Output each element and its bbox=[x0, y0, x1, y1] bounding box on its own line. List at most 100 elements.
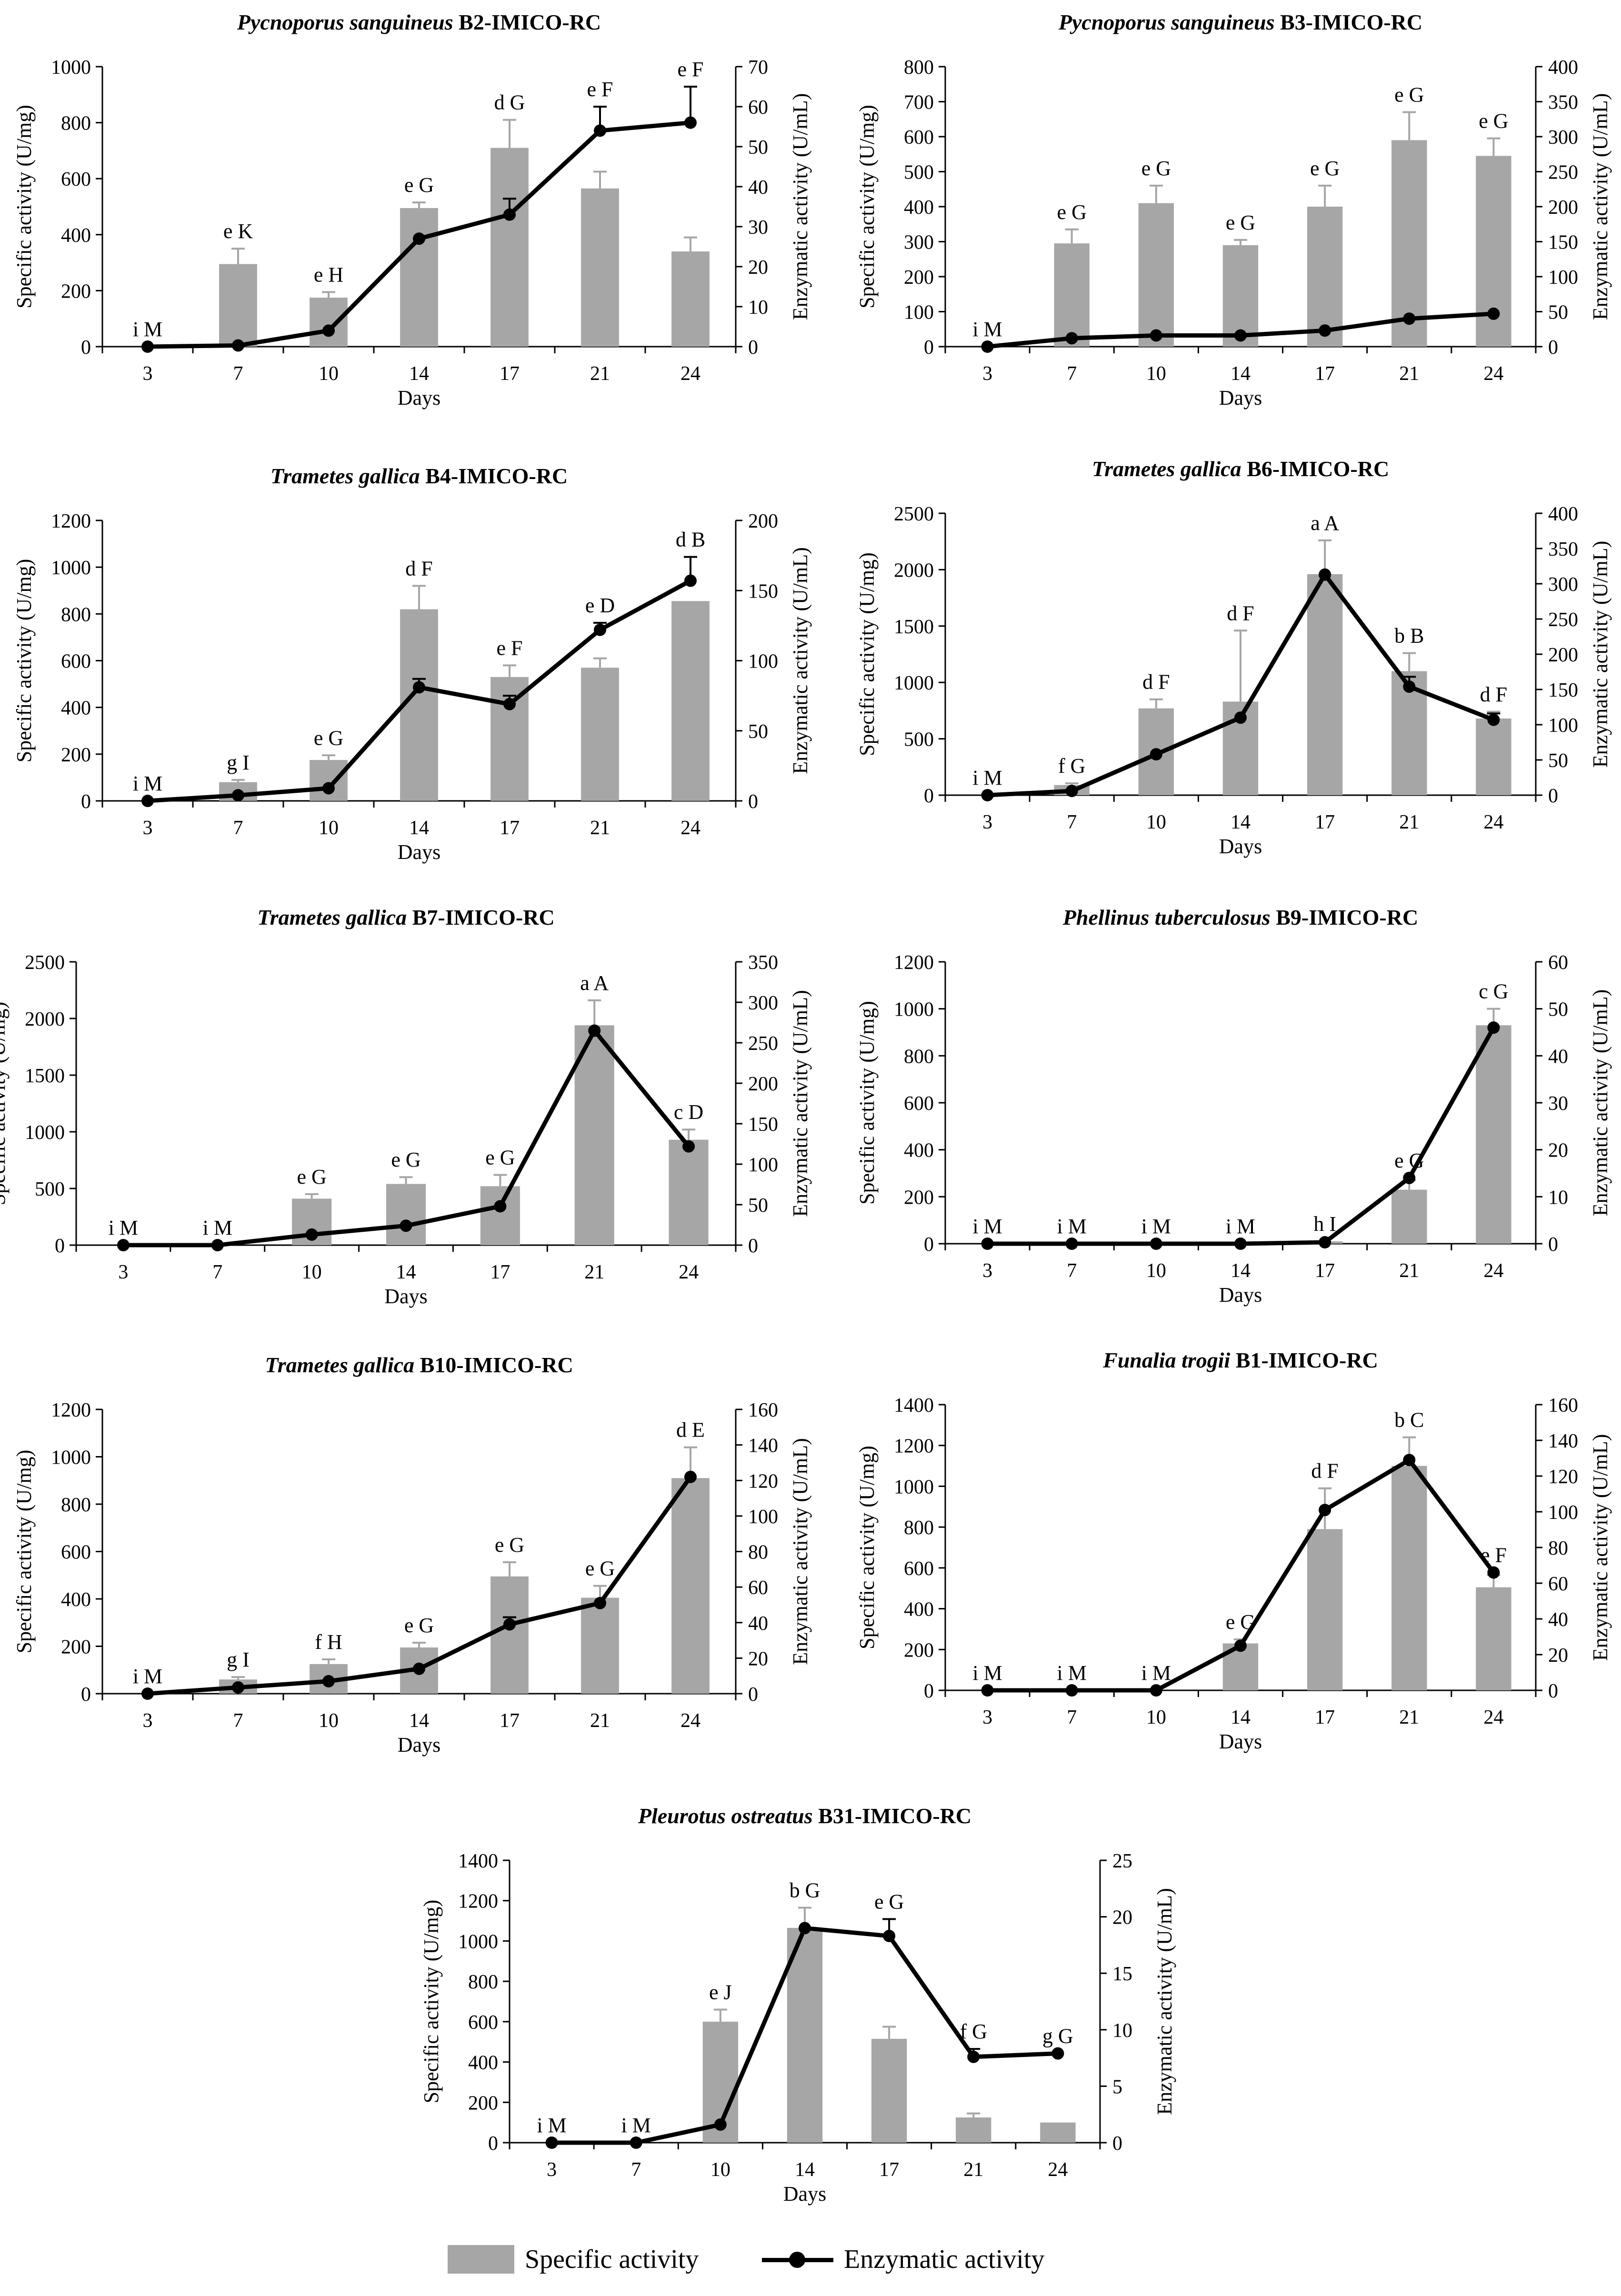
legend-swatch-bar bbox=[448, 2245, 514, 2274]
x-tick-label: 21 bbox=[1399, 1260, 1419, 1282]
bar bbox=[480, 1186, 520, 1245]
y-tick-label-right: 40 bbox=[1548, 1046, 1568, 1068]
bar bbox=[1307, 207, 1343, 347]
enzymatic-point bbox=[1065, 785, 1078, 798]
enzymatic-point bbox=[1051, 2047, 1064, 2060]
y-tick-label-left: 1000 bbox=[894, 1476, 934, 1498]
chart-panel-9: Pleurotus ostreatus B31-IMICO-RC02004006… bbox=[420, 1804, 1176, 2206]
y-tick-label-left: 800 bbox=[904, 57, 934, 79]
y-tick-label-left: 200 bbox=[904, 1187, 934, 1208]
significance-label: d G bbox=[494, 91, 525, 114]
enzymatic-point bbox=[588, 1024, 601, 1037]
y-tick-label-right: 0 bbox=[1112, 2133, 1122, 2155]
x-tick-label: 24 bbox=[1048, 2159, 1068, 2181]
chart-panel-6: Phellinus tuberculosus B9-IMICO-RC020040… bbox=[855, 905, 1612, 1307]
x-tick-label: 14 bbox=[795, 2159, 815, 2181]
x-tick-label: 17 bbox=[1315, 1707, 1335, 1728]
y-tick-label-left: 2500 bbox=[894, 503, 934, 525]
y-tick-label-right: 50 bbox=[748, 721, 768, 743]
x-tick-label: 24 bbox=[1483, 1260, 1503, 1282]
y-axis-label-right: Enzymatic activity (U/mL) bbox=[789, 990, 812, 1217]
x-tick-label: 14 bbox=[1231, 1707, 1251, 1728]
significance-label: i M bbox=[1141, 1661, 1171, 1685]
significance-label: i M bbox=[1226, 1215, 1255, 1238]
x-tick-label: 3 bbox=[143, 363, 153, 385]
y-tick-label-right: 350 bbox=[1548, 539, 1578, 560]
x-tick-label: 24 bbox=[680, 1710, 700, 1732]
y-tick-label-left: 1200 bbox=[51, 1399, 91, 1421]
y-tick-label-left: 1400 bbox=[894, 1395, 934, 1417]
y-tick-label-right: 150 bbox=[1548, 232, 1578, 254]
y-tick-label-right: 100 bbox=[748, 1506, 778, 1528]
y-tick-label-left: 0 bbox=[81, 337, 91, 359]
x-tick-label: 24 bbox=[680, 817, 700, 839]
enzymatic-point bbox=[1403, 680, 1416, 693]
x-tick-label: 10 bbox=[710, 2159, 730, 2181]
y-tick-label-right: 60 bbox=[1548, 952, 1568, 974]
chart-title: Funalia trogii B1-IMICO-RC bbox=[1102, 1348, 1378, 1372]
chart-title-species: Pycnoporus sanguineus bbox=[1058, 10, 1280, 34]
significance-label: a A bbox=[580, 971, 609, 995]
bar bbox=[669, 1139, 709, 1245]
x-tick-label: 14 bbox=[396, 1261, 416, 1283]
x-axis-label: Days bbox=[398, 840, 440, 864]
y-tick-label-left: 0 bbox=[924, 1680, 934, 1702]
enzymatic-point bbox=[981, 789, 994, 801]
y-tick-label-left: 200 bbox=[61, 280, 91, 302]
significance-label: d F bbox=[1227, 601, 1254, 625]
chart-panel-5: Trametes gallica B7-IMICO-RC050010001500… bbox=[0, 905, 812, 1308]
y-tick-label-right: 20 bbox=[748, 257, 768, 279]
enzymatic-point bbox=[1234, 1238, 1247, 1250]
x-tick-label: 21 bbox=[1399, 811, 1419, 833]
significance-label: e G bbox=[1394, 83, 1424, 107]
y-tick-label-left: 800 bbox=[904, 1046, 934, 1068]
enzymatic-point bbox=[1065, 1684, 1078, 1697]
x-tick-label: 21 bbox=[590, 817, 610, 839]
y-tick-label-right: 0 bbox=[748, 1684, 758, 1706]
legend-swatch-line bbox=[762, 2245, 833, 2274]
y-tick-label-right: 0 bbox=[1548, 337, 1558, 359]
significance-label: e G bbox=[1394, 1149, 1424, 1172]
legend-label-specific: Specific activity bbox=[525, 2245, 699, 2274]
significance-label: i M bbox=[621, 2114, 651, 2137]
y-tick-label-left: 600 bbox=[61, 169, 91, 190]
y-axis-label-right: Enzymatic activity (U/mL) bbox=[1153, 1888, 1176, 2115]
y-tick-label-right: 0 bbox=[748, 1235, 758, 1257]
enzymatic-point bbox=[503, 1618, 516, 1631]
bar bbox=[310, 298, 348, 347]
x-tick-label: 17 bbox=[1315, 363, 1335, 385]
x-tick-label: 24 bbox=[1483, 1707, 1503, 1728]
chart-title-strain: B1-IMICO-RC bbox=[1236, 1348, 1378, 1372]
y-tick-label-right: 40 bbox=[1548, 1609, 1568, 1631]
significance-label: i M bbox=[109, 1216, 138, 1239]
y-tick-label-right: 150 bbox=[1548, 679, 1578, 701]
significance-label: e F bbox=[587, 78, 613, 101]
significance-label: h I bbox=[1313, 1212, 1336, 1236]
y-tick-label-right: 50 bbox=[1548, 302, 1568, 324]
bar bbox=[219, 264, 257, 347]
significance-label: f H bbox=[315, 1630, 342, 1654]
enzymatic-point bbox=[1234, 711, 1247, 724]
bar bbox=[1476, 718, 1511, 795]
x-tick-label: 7 bbox=[233, 817, 243, 839]
y-tick-label-right: 10 bbox=[1548, 1187, 1568, 1208]
bar bbox=[1391, 140, 1427, 347]
y-tick-label-right: 120 bbox=[748, 1470, 778, 1492]
bar bbox=[1391, 1466, 1427, 1690]
y-tick-label-right: 150 bbox=[748, 1114, 778, 1136]
y-tick-label-right: 100 bbox=[1548, 1502, 1578, 1524]
enzymatic-point bbox=[305, 1228, 318, 1241]
significance-label: b G bbox=[790, 1879, 821, 1902]
significance-label: b B bbox=[1394, 624, 1424, 648]
significance-label: i M bbox=[133, 318, 162, 341]
x-tick-label: 10 bbox=[1146, 1707, 1166, 1728]
chart-title-species: Trametes gallica bbox=[265, 1353, 420, 1377]
y-tick-label-right: 100 bbox=[748, 651, 778, 673]
chart-title-strain: B7-IMICO-RC bbox=[412, 905, 555, 929]
significance-label: i M bbox=[972, 766, 1002, 789]
y-tick-label-left: 800 bbox=[904, 1517, 934, 1539]
significance-label: i M bbox=[1057, 1661, 1087, 1685]
y-tick-label-left: 800 bbox=[61, 113, 91, 135]
x-tick-label: 10 bbox=[1146, 1260, 1166, 1282]
significance-label: e D bbox=[585, 594, 615, 617]
